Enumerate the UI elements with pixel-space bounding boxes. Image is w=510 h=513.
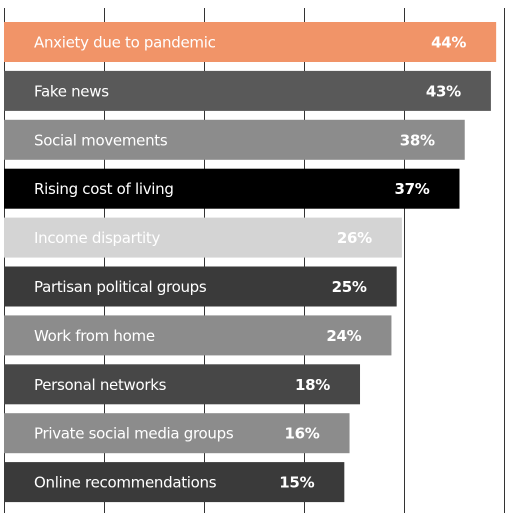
value-label: 26% (337, 229, 372, 247)
bar (4, 168, 460, 209)
value-label: 18% (295, 376, 330, 394)
category-label: Personal networks (34, 376, 167, 394)
value-label: 44% (431, 34, 466, 52)
value-label: 43% (426, 82, 461, 100)
bar (4, 315, 392, 356)
value-label: 38% (400, 131, 435, 149)
value-label: 24% (326, 327, 361, 345)
category-label: Rising cost of living (34, 180, 174, 198)
bar (4, 119, 465, 160)
category-label: Social movements (34, 131, 168, 149)
value-label: 25% (332, 278, 367, 296)
bar (4, 413, 350, 454)
value-label: 16% (285, 425, 320, 443)
category-label: Partisan political groups (34, 278, 207, 296)
category-label: Fake news (34, 82, 109, 100)
category-label: Online recommendations (34, 474, 217, 492)
bar (4, 462, 345, 503)
bar (4, 70, 491, 111)
category-label: Work from home (34, 327, 155, 345)
bar (4, 266, 397, 307)
category-label: Anxiety due to pandemic (34, 34, 216, 52)
bar (4, 22, 497, 62)
bar (4, 217, 402, 258)
category-label: Private social media groups (34, 425, 234, 443)
value-label: 15% (279, 474, 314, 492)
value-label: 37% (394, 180, 429, 198)
category-label: Income dispartity (34, 229, 160, 247)
bar (4, 364, 361, 405)
